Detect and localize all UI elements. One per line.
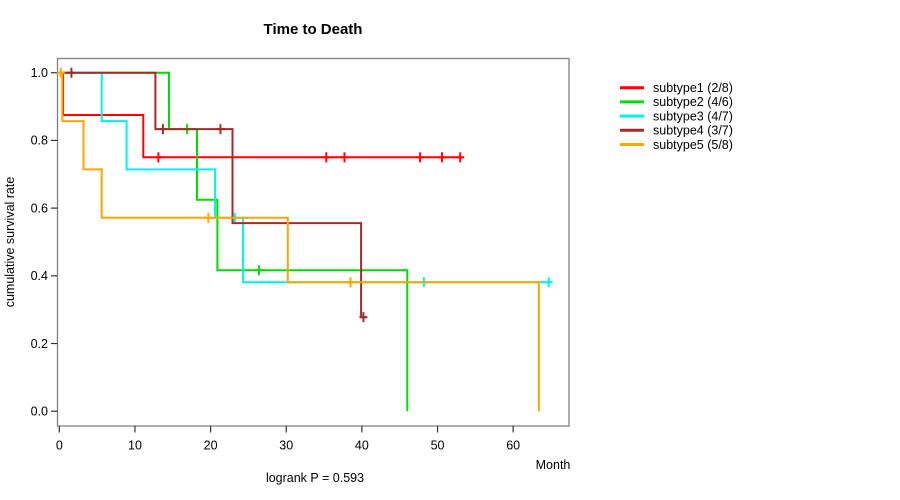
curve-subtype2 [59, 71, 409, 412]
x-tick-label: 30 [279, 439, 293, 453]
censor-marks-subtype4 [67, 67, 368, 323]
y-tick-label: 0.0 [31, 405, 48, 419]
legend-label-subtype1: subtype1 (2/8) [653, 81, 733, 95]
x-axis-title: Month [536, 458, 571, 472]
legend: subtype1 (2/8)subtype2 (4/6)subtype3 (4/… [620, 81, 733, 152]
x-tick-label: 10 [128, 439, 142, 453]
censor-marks-subtype2 [183, 124, 264, 276]
legend-item-subtype4: subtype4 (3/7) [620, 124, 733, 138]
legend-item-subtype5: subtype5 (5/8) [620, 138, 733, 152]
plot-box [56, 57, 570, 427]
legend-label-subtype5: subtype5 (5/8) [653, 138, 733, 152]
censor-marks-subtype5 [56, 67, 355, 288]
logrank-caption: logrank P = 0.593 [266, 471, 364, 485]
x-tick-label: 0 [56, 439, 63, 453]
y-tick-label: 0.8 [31, 134, 48, 148]
legend-item-subtype1: subtype1 (2/8) [620, 81, 733, 95]
x-tick-label: 40 [355, 439, 369, 453]
legend-item-subtype2: subtype2 (4/6) [620, 95, 733, 109]
legend-label-subtype4: subtype4 (3/7) [653, 124, 733, 138]
y-tick-label: 0.6 [31, 201, 48, 215]
curves-layer [56, 67, 553, 412]
curve-subtype4 [59, 71, 367, 319]
legend-label-subtype2: subtype2 (4/6) [653, 95, 733, 109]
y-axis-title: cumulative survival rate [3, 177, 17, 308]
x-tick-label: 60 [506, 439, 520, 453]
x-tick-label: 50 [431, 439, 445, 453]
y-tick-label: 0.2 [31, 337, 48, 351]
chart-title: Time to Death [264, 21, 363, 38]
curve-subtype1 [59, 71, 463, 159]
legend-label-subtype3: subtype3 (4/7) [653, 109, 733, 123]
curve-subtype5 [59, 71, 540, 412]
y-tick-label: 1.0 [31, 66, 48, 80]
y-tick-label: 0.4 [31, 269, 48, 283]
curve-subtype3 [59, 71, 549, 284]
x-tick-label: 20 [204, 439, 218, 453]
axes-layer: 0 10 20 30 40 50 60 1.0 0.8 0.6 0.4 0.2 0.0 [31, 57, 570, 453]
legend-item-subtype3: subtype3 (4/7) [620, 109, 733, 123]
censor-marks-subtype1 [154, 152, 465, 163]
